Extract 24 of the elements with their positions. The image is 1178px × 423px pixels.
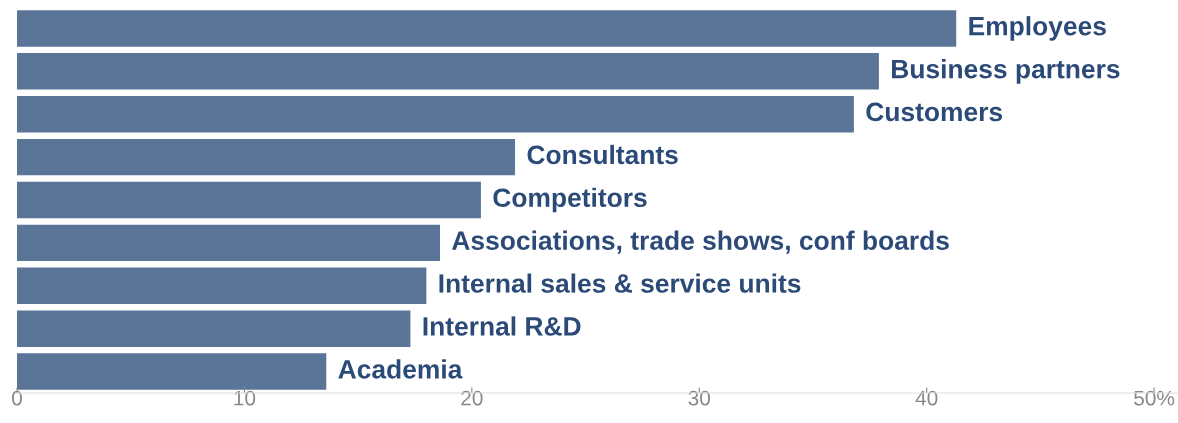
bar	[17, 95, 854, 133]
x-tick-label: 0	[12, 390, 22, 406]
x-tick-label: 10	[234, 390, 256, 406]
y-tick-label: Internal R&D	[423, 316, 581, 336]
bar	[17, 267, 427, 305]
x-tick-label: 30	[688, 390, 711, 406]
bar	[17, 310, 411, 347]
bar	[17, 10, 957, 47]
y-tick-label: Consultants	[527, 144, 678, 165]
x-tick-label: 40	[915, 390, 938, 406]
y-tick-label: Competitors	[493, 187, 647, 213]
bar	[17, 224, 440, 262]
bar	[17, 353, 327, 390]
y-tick-label: Internal sales & service units	[439, 273, 801, 293]
bar	[17, 138, 516, 176]
y-tick-label: Associations, trade shows, conf boards	[452, 230, 949, 254]
x-tick-label: 20	[461, 390, 483, 406]
bar	[17, 181, 481, 219]
y-tick-label: Academia	[338, 359, 463, 379]
bar	[17, 53, 879, 90]
y-tick-label: Customers	[866, 102, 1003, 122]
x-tick-label: 50%	[1134, 390, 1175, 406]
y-tick-label: Employees	[969, 16, 1106, 41]
y-tick-label: Business partners	[892, 59, 1120, 84]
